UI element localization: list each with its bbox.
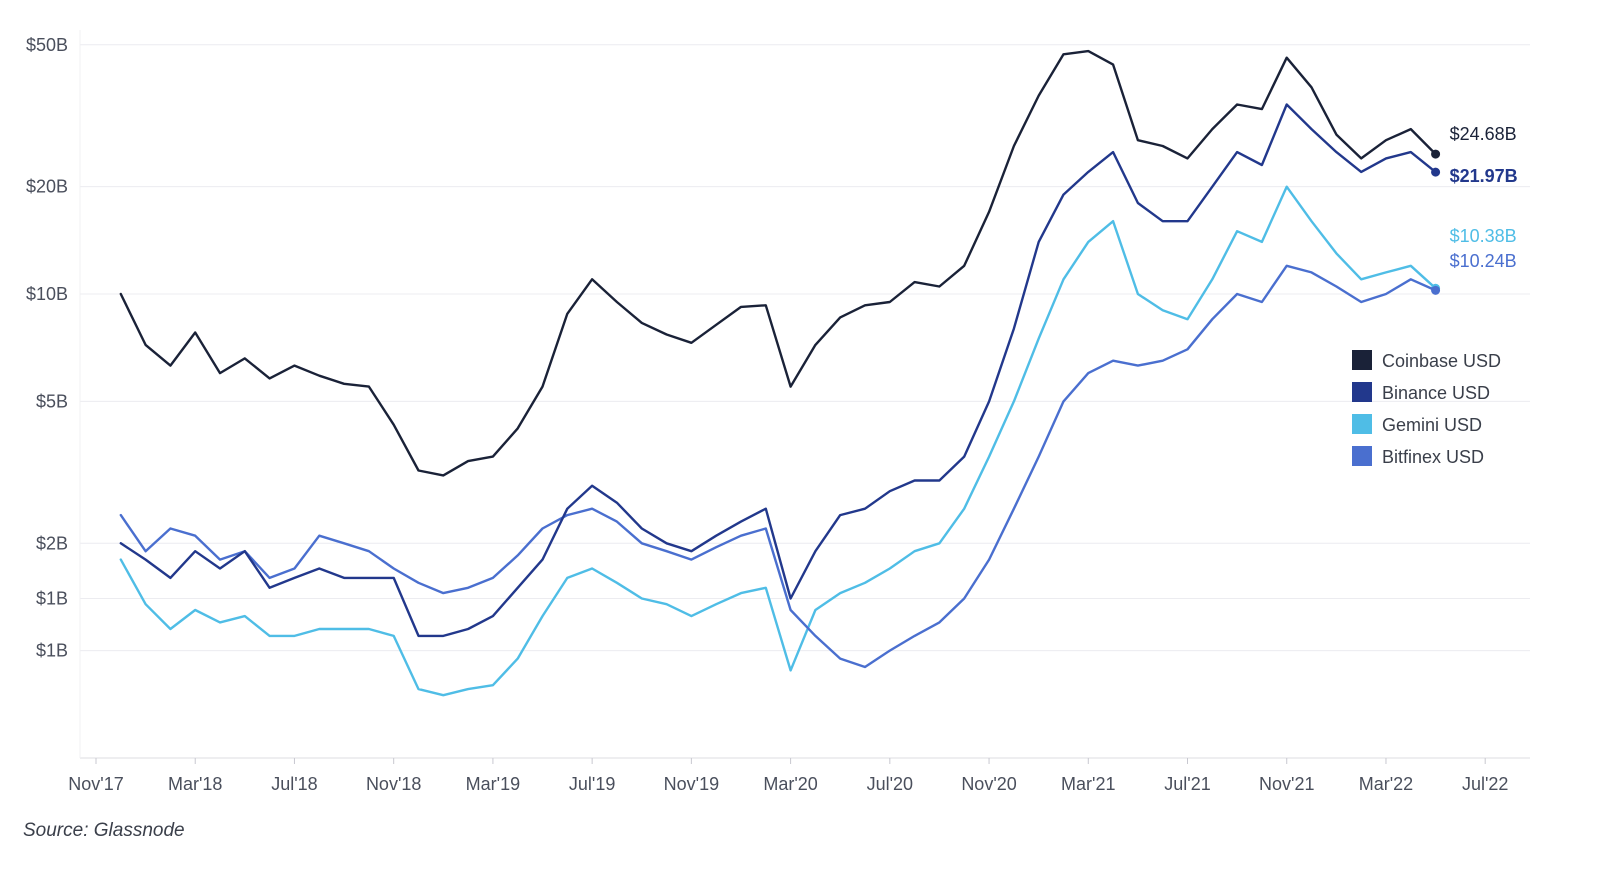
- x-tick-label: Nov'20: [961, 774, 1016, 794]
- x-tick-label: Nov'19: [664, 774, 719, 794]
- x-tick-label: Jul'22: [1462, 774, 1508, 794]
- x-tick-label: Jul'20: [867, 774, 913, 794]
- y-tick-label: $20B: [26, 177, 68, 197]
- y-tick-label: $1B: [36, 589, 68, 609]
- legend-swatch: [1352, 382, 1372, 402]
- x-tick-label: Nov'18: [366, 774, 421, 794]
- y-tick-label: $1B: [36, 641, 68, 661]
- series-line-bitfinex-usd: [119, 264, 1437, 669]
- y-tick-label: $10B: [26, 284, 68, 304]
- x-tick-label: Mar'22: [1359, 774, 1413, 794]
- y-tick-label: $2B: [36, 533, 68, 553]
- source-caption: Source: Glassnode: [23, 820, 185, 841]
- x-tick-label: Jul'18: [271, 774, 317, 794]
- x-tick-label: Mar'21: [1061, 774, 1115, 794]
- x-tick-label: Mar'19: [466, 774, 520, 794]
- x-tick-label: Nov'21: [1259, 774, 1314, 794]
- series-line-binance-usd: [119, 103, 1437, 638]
- series-end-point: [1431, 149, 1441, 159]
- series-end-point: [1431, 285, 1441, 295]
- x-tick-label: Jul'21: [1164, 774, 1210, 794]
- series-end-label: $21.97B: [1450, 166, 1518, 186]
- x-tick-label: Nov'17: [68, 774, 123, 794]
- series-line-coinbase-usd: [119, 49, 1437, 477]
- x-tick-label: Mar'18: [168, 774, 222, 794]
- legend-label: Gemini USD: [1382, 415, 1482, 435]
- legend-swatch: [1352, 350, 1372, 370]
- y-tick-label: $5B: [36, 391, 68, 411]
- series-end-point: [1431, 167, 1441, 177]
- series-end-label: $10.38B: [1450, 226, 1517, 246]
- series-line-gemini-usd: [119, 185, 1437, 697]
- legend-label: Bitfinex USD: [1382, 447, 1484, 467]
- legend-swatch: [1352, 414, 1372, 434]
- series-end-label: $10.24B: [1450, 251, 1517, 271]
- legend-swatch: [1352, 446, 1372, 466]
- y-tick-label: $50B: [26, 35, 68, 55]
- legend-label: Binance USD: [1382, 383, 1490, 403]
- x-tick-label: Jul'19: [569, 774, 615, 794]
- series-end-label: $24.68B: [1450, 124, 1517, 144]
- legend-label: Coinbase USD: [1382, 351, 1501, 371]
- x-tick-label: Mar'20: [763, 774, 817, 794]
